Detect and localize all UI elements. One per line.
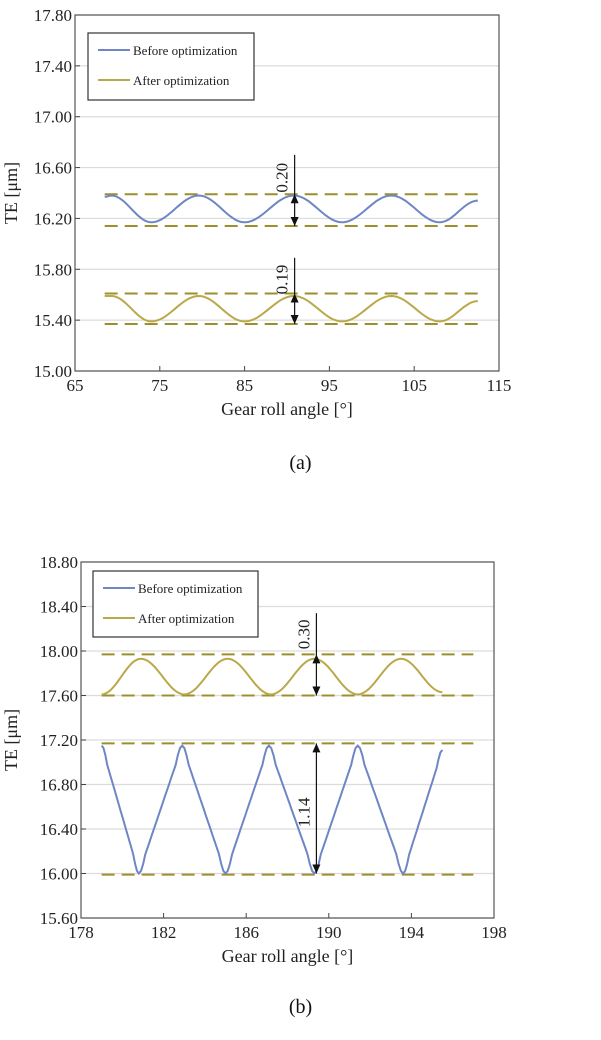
series-line-after xyxy=(104,294,478,323)
dimension-label: 1.14 xyxy=(294,797,313,827)
x-tick-label: 75 xyxy=(151,376,168,395)
x-tick-label: 190 xyxy=(316,923,342,942)
legend-box xyxy=(92,570,259,638)
dimension-label: 0.30 xyxy=(294,619,313,649)
plot-frame xyxy=(80,561,495,919)
arrow-up-icon xyxy=(312,743,321,753)
x-tick-label: 95 xyxy=(321,376,338,395)
arrow-up-icon xyxy=(312,654,321,664)
y-axis-label: TE [μm] xyxy=(1,162,21,224)
x-tick-label: 198 xyxy=(481,923,507,942)
y-tick-label: 16.20 xyxy=(34,209,72,228)
x-tick-label: 105 xyxy=(401,376,427,395)
x-tick-label: 186 xyxy=(233,923,259,942)
y-tick-label: 18.80 xyxy=(40,553,78,572)
arrow-down-icon xyxy=(290,217,299,227)
dimension-label: 0.20 xyxy=(273,163,292,193)
y-tick-label: 16.60 xyxy=(34,159,72,178)
arrow-down-icon xyxy=(312,686,321,696)
y-tick-label: 17.00 xyxy=(34,108,72,127)
series-line-before xyxy=(104,194,478,224)
y-tick-label: 17.20 xyxy=(40,731,78,750)
y-tick-label: 16.40 xyxy=(40,820,78,839)
y-tick-label: 17.80 xyxy=(34,6,72,25)
y-tick-label: 16.80 xyxy=(40,776,78,795)
x-tick-label: 178 xyxy=(68,923,94,942)
legend-label: Before optimization xyxy=(138,581,243,596)
y-tick-label: 15.40 xyxy=(34,311,72,330)
arrow-down-icon xyxy=(290,314,299,324)
arrow-up-icon xyxy=(290,194,299,204)
y-tick-label: 16.00 xyxy=(40,865,78,884)
x-tick-label: 182 xyxy=(151,923,177,942)
caption-a: (a) xyxy=(289,452,312,474)
series-line-before xyxy=(100,744,444,876)
y-tick-label: 17.40 xyxy=(34,57,72,76)
y-tick-label: 15.60 xyxy=(40,909,78,928)
y-tick-label: 15.00 xyxy=(34,362,72,381)
y-tick-label: 18.40 xyxy=(40,598,78,617)
caption-b: (b) xyxy=(288,996,313,1018)
series-line-after xyxy=(101,657,443,696)
x-tick-label: 194 xyxy=(399,923,425,942)
arrow-down-icon xyxy=(312,864,321,874)
plot-frame xyxy=(74,14,500,372)
y-tick-label: 17.60 xyxy=(40,687,78,706)
legend-label: After optimization xyxy=(133,73,230,88)
x-axis-label: Gear roll angle [°] xyxy=(222,946,354,966)
legend-box xyxy=(87,32,255,101)
x-tick-label: 85 xyxy=(236,376,253,395)
chart-a: 15.00 15.40 15.80 16.20 16.60 17.00 17.40 17.80… xyxy=(1,6,512,419)
y-tick-label: 15.80 xyxy=(34,260,72,279)
y-axis-label: TE [μm] xyxy=(1,709,21,771)
chart-b: 15.60 16.00 16.40 16.80 17.20 17.60 18.00 18.40… xyxy=(1,553,507,966)
x-axis-label: Gear roll angle [°] xyxy=(221,399,353,419)
dimension-label: 0.19 xyxy=(273,265,292,295)
x-tick-label: 115 xyxy=(487,376,512,395)
legend-label: After optimization xyxy=(138,611,235,626)
arrow-up-icon xyxy=(290,293,299,303)
y-tick-label: 18.00 xyxy=(40,642,78,661)
legend-label: Before optimization xyxy=(133,43,238,58)
x-tick-label: 65 xyxy=(67,376,84,395)
